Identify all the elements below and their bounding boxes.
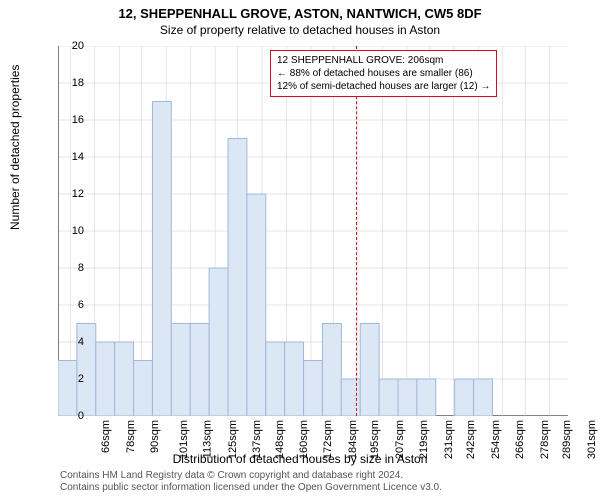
y-tick: 14 [54, 151, 84, 163]
x-axis-label: Distribution of detached houses by size … [0, 452, 600, 466]
y-tick: 2 [54, 373, 84, 385]
y-tick: 18 [54, 77, 84, 89]
y-tick: 10 [54, 225, 84, 237]
y-axis-label: Number of detached properties [8, 65, 22, 230]
x-tick: 90sqm [149, 420, 161, 453]
annotation-line-2: ← 88% of detached houses are smaller (86… [277, 67, 490, 80]
footer-attribution: Contains HM Land Registry data © Crown c… [60, 470, 442, 494]
y-tick: 8 [54, 262, 84, 274]
x-tick: 78sqm [125, 420, 137, 453]
y-tick: 20 [54, 40, 84, 52]
y-tick: 6 [54, 299, 84, 311]
plot-area: 12 SHEPPENHALL GROVE: 206sqm ← 88% of de… [58, 46, 568, 416]
annotation-box: 12 SHEPPENHALL GROVE: 206sqm ← 88% of de… [270, 50, 497, 97]
annotation-line-3: 12% of semi-detached houses are larger (… [277, 80, 490, 93]
reference-vline [356, 46, 357, 416]
footer-line-2: Contains public sector information licen… [60, 482, 442, 494]
y-tick: 16 [54, 114, 84, 126]
chart-container: 12, SHEPPENHALL GROVE, ASTON, NANTWICH, … [0, 0, 600, 500]
chart-title-1: 12, SHEPPENHALL GROVE, ASTON, NANTWICH, … [0, 0, 600, 21]
y-tick: 4 [54, 336, 84, 348]
footer-line-1: Contains HM Land Registry data © Crown c… [60, 470, 442, 482]
y-tick: 0 [54, 410, 84, 422]
histogram-svg [58, 46, 568, 416]
chart-title-2: Size of property relative to detached ho… [0, 21, 600, 37]
y-tick: 12 [54, 188, 84, 200]
x-tick: 66sqm [100, 420, 112, 453]
annotation-line-1: 12 SHEPPENHALL GROVE: 206sqm [277, 54, 490, 67]
